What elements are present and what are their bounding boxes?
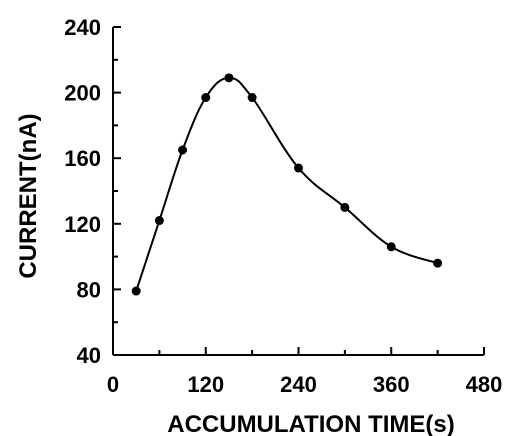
data-point	[178, 145, 188, 155]
x-tick-label: 360	[373, 372, 410, 397]
y-axis-title: CURRENT(nA)	[15, 113, 42, 278]
x-tick-label: 120	[187, 372, 224, 397]
x-tick-label: 480	[466, 372, 503, 397]
data-point	[340, 202, 350, 212]
y-tick-label: 240	[64, 15, 101, 40]
series-line	[135, 76, 438, 292]
data-point	[294, 163, 303, 173]
series	[131, 73, 443, 296]
data-point	[386, 242, 396, 252]
y-tick-label: 120	[64, 212, 101, 237]
y-tick-label: 40	[77, 343, 101, 368]
data-point	[433, 258, 443, 268]
data-point	[201, 93, 211, 103]
x-axis-title: ACCUMULATION TIME(s)	[167, 411, 455, 436]
data-point	[224, 73, 234, 83]
data-point	[131, 286, 141, 296]
y-tick-label: 200	[64, 81, 101, 106]
y-tick-label: 160	[64, 146, 101, 171]
x-tick-label: 0	[107, 372, 119, 397]
y-tick-label: 80	[77, 277, 101, 302]
ticks: 0 120 240 360 480 40 80 120 160 200 240	[64, 15, 502, 397]
data-point	[247, 93, 257, 103]
x-tick-label: 240	[280, 372, 317, 397]
data-point	[154, 216, 164, 226]
